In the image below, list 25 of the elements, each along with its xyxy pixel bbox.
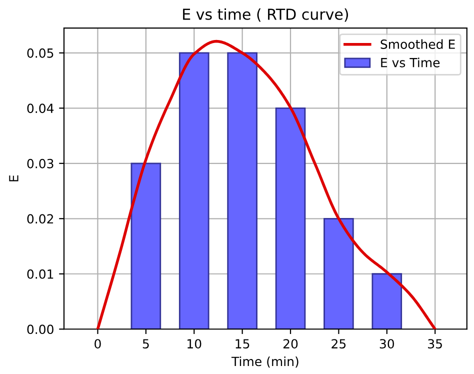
y-axis-title: E <box>9 175 18 182</box>
x-tick-label: 20 <box>283 339 298 349</box>
bar <box>275 107 306 330</box>
x-tick-label: 10 <box>188 339 202 349</box>
y-tick-label: 0.02 <box>27 214 54 224</box>
y-tick-label: 0.05 <box>27 48 54 58</box>
x-tick-label: 25 <box>332 339 346 349</box>
x-axis-title: Time (min) <box>231 356 298 368</box>
y-tick-label: 0.04 <box>27 104 54 114</box>
y-tick-label: 0.00 <box>27 324 54 334</box>
x-tick-label: 5 <box>142 339 149 349</box>
legend-label: E vs Time <box>381 58 440 68</box>
bar <box>130 162 162 330</box>
y-tick-label: 0.01 <box>27 269 54 279</box>
chart-title: E vs time ( RTD curve) <box>183 8 348 22</box>
bar <box>178 52 210 330</box>
x-tick-label: 0 <box>94 339 101 349</box>
y-tick-label: 0.03 <box>27 158 54 168</box>
bar <box>372 273 402 330</box>
x-tick-label: 15 <box>236 339 250 349</box>
legend-label: Smoothed E <box>380 39 455 49</box>
x-tick-label: 30 <box>380 339 394 349</box>
bar <box>324 218 354 330</box>
x-tick-label: 35 <box>428 339 442 349</box>
bar <box>227 52 258 330</box>
